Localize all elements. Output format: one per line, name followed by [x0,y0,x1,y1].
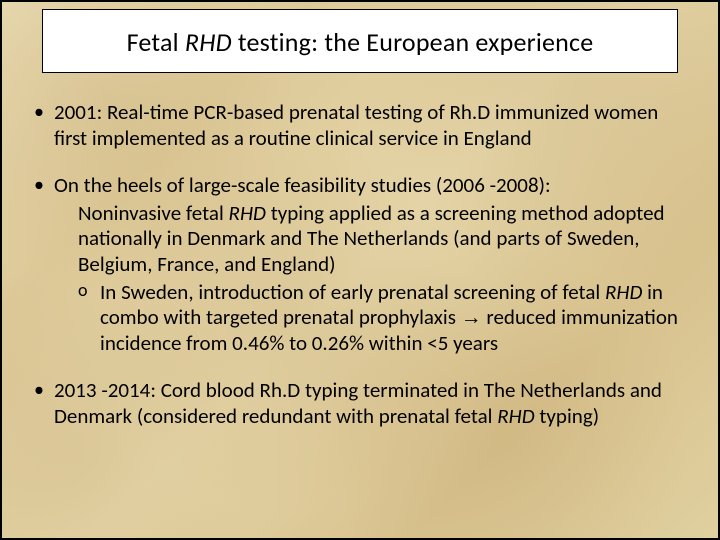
title-box: Fetal RHD testing: the European experien… [42,9,678,73]
sub-text: Noninvasive fetal RHD typing applied as … [78,201,692,278]
sub-o-pre: In Sweden, introduction of early prenata… [100,279,605,305]
bullet-ital: RHD [497,403,534,429]
bullet-item: On the heels of large-scale feasibility … [28,173,692,356]
bullet-list: 2001: Real-time PCR-based prenatal testi… [28,100,692,430]
bullet-item: 2013 -2014: Cord blood Rh.D typing termi… [28,378,692,429]
slide-title: Fetal RHD testing: the European experien… [53,26,667,58]
sub-o-ital: RHD [605,279,642,305]
title-suffix: testing: the European experience [232,26,594,58]
sub-pre: Noninvasive fetal [78,200,229,226]
sub-item: o In Sweden, introduction of early prena… [78,280,692,357]
sub-block: Noninvasive fetal RHD typing applied as … [54,201,692,357]
bullet-text: 2001: Real-time PCR-based prenatal testi… [54,99,658,151]
sub-ital: RHD [229,200,266,226]
title-italic: RHD [185,26,232,58]
sub-marker: o [78,280,88,302]
title-prefix: Fetal [127,26,185,58]
bullet-text: On the heels of large-scale feasibility … [54,172,551,198]
arrow-icon: → [461,306,482,329]
bullet-item: 2001: Real-time PCR-based prenatal testi… [28,100,692,151]
slide-body: 2001: Real-time PCR-based prenatal testi… [28,100,692,520]
bullet-post: typing) [535,403,599,429]
